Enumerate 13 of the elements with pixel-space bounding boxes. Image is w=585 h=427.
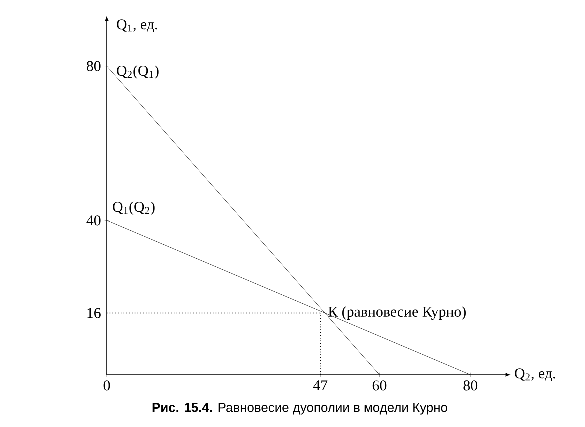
x-tick-label: 47 [313,380,328,390]
x-tick-label: 80 [464,380,478,391]
x-axis-title: Q$_{2}$, ед. [515,368,556,382]
x-tick-label: 0 [104,380,110,391]
x-tick-label: 60 [372,380,387,391]
annotation: К (равновесие Курно) [328,306,466,320]
text: Рис. 15.4. Равновесие дуополии в модели Курно [152,403,448,415]
y-axis-title: Q$_{1}$, ед. [117,20,158,32]
y-tick-label: 16 [88,308,101,318]
y-tick-label: 80 [86,61,101,72]
y-tick-label: 40 [86,216,101,226]
series-label: Q$_{2}$(Q$_{1}$) [117,66,159,80]
series-label: Q$_{1}$(Q$_{2}$) [113,202,155,216]
